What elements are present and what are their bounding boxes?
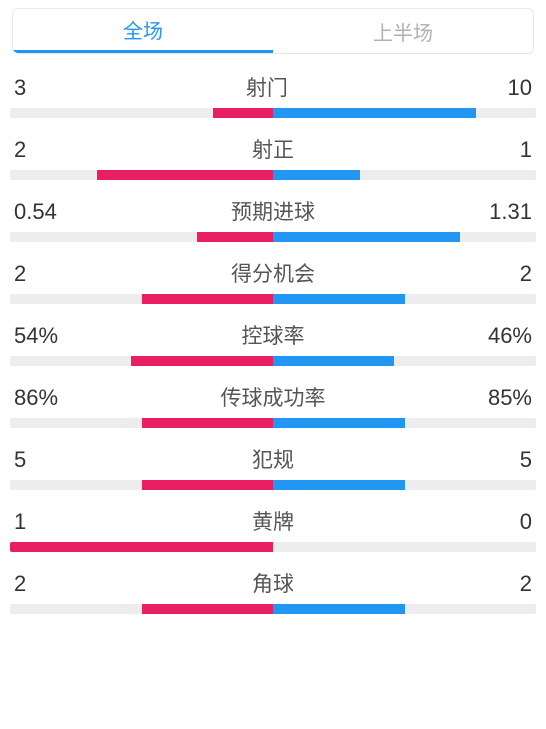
stat-label: 犯规 xyxy=(252,444,294,474)
stat-bar-right-fill xyxy=(273,604,405,614)
stat-bar-left-fill xyxy=(10,542,273,552)
stat-row: 3 射门 10 xyxy=(10,72,536,118)
stat-row: 86% 传球成功率 85% xyxy=(10,382,536,428)
stat-right-value: 0 xyxy=(520,509,532,535)
tab-full-match[interactable]: 全场 xyxy=(13,9,273,53)
stat-row: 2 得分机会 2 xyxy=(10,258,536,304)
stat-row: 1 黄牌 0 xyxy=(10,506,536,552)
stat-label: 得分机会 xyxy=(231,258,315,288)
stat-label: 射正 xyxy=(252,134,294,164)
stat-bar-left-fill xyxy=(213,108,273,118)
stat-left-value: 3 xyxy=(14,75,26,101)
stat-label: 预期进球 xyxy=(231,196,315,226)
stat-left-value: 54% xyxy=(14,323,58,349)
stat-left-value: 2 xyxy=(14,137,26,163)
stat-right-value: 5 xyxy=(520,447,532,473)
stat-bar-left-fill xyxy=(142,604,274,614)
stat-left-value: 1 xyxy=(14,509,26,535)
stat-label: 角球 xyxy=(252,568,294,598)
stat-bar-right-fill xyxy=(273,170,360,180)
stat-label: 射门 xyxy=(246,72,288,102)
stat-bar-left-fill xyxy=(142,294,274,304)
stat-bar-right-fill xyxy=(273,108,476,118)
period-tabs: 全场 上半场 xyxy=(12,8,534,54)
stat-label: 传球成功率 xyxy=(221,382,326,412)
stat-left-value: 2 xyxy=(14,261,26,287)
stat-bar xyxy=(10,170,536,180)
stat-row: 54% 控球率 46% xyxy=(10,320,536,366)
stat-right-value: 85% xyxy=(488,385,532,411)
stat-row: 5 犯规 5 xyxy=(10,444,536,490)
stat-bar-right-fill xyxy=(273,232,460,242)
stat-left-value: 5 xyxy=(14,447,26,473)
stat-row: 2 角球 2 xyxy=(10,568,536,614)
stat-bar xyxy=(10,294,536,304)
stat-bar-right-fill xyxy=(273,418,405,428)
stat-bar xyxy=(10,542,536,552)
stat-right-value: 1 xyxy=(520,137,532,163)
stat-left-value: 0.54 xyxy=(14,199,57,225)
stat-right-value: 2 xyxy=(520,571,532,597)
stat-bar-right-fill xyxy=(273,294,405,304)
stat-label: 黄牌 xyxy=(252,506,294,536)
stat-left-value: 2 xyxy=(14,571,26,597)
stat-bar-left-fill xyxy=(142,480,274,490)
stat-right-value: 1.31 xyxy=(489,199,532,225)
stat-row: 2 射正 1 xyxy=(10,134,536,180)
stat-bar xyxy=(10,108,536,118)
stat-bar xyxy=(10,232,536,242)
stat-bar-left-fill xyxy=(97,170,273,180)
stat-right-value: 46% xyxy=(488,323,532,349)
stat-right-value: 2 xyxy=(520,261,532,287)
stat-bar-right-fill xyxy=(273,480,405,490)
stat-bar xyxy=(10,356,536,366)
stat-bar xyxy=(10,480,536,490)
tab-first-half[interactable]: 上半场 xyxy=(273,9,533,53)
stat-bar-left-fill xyxy=(142,418,274,428)
stat-bar xyxy=(10,604,536,614)
stats-list: 3射门102射正10.54预期进球1.312得分机会254%控球率46%86%传… xyxy=(0,72,546,614)
stat-bar xyxy=(10,418,536,428)
stat-bar-right-fill xyxy=(273,356,394,366)
stat-right-value: 10 xyxy=(508,75,532,101)
stat-left-value: 86% xyxy=(14,385,58,411)
stat-bar-left-fill xyxy=(197,232,273,242)
stat-bar-left-fill xyxy=(131,356,273,366)
stat-row: 0.54 预期进球 1.31 xyxy=(10,196,536,242)
stat-label: 控球率 xyxy=(242,320,305,350)
